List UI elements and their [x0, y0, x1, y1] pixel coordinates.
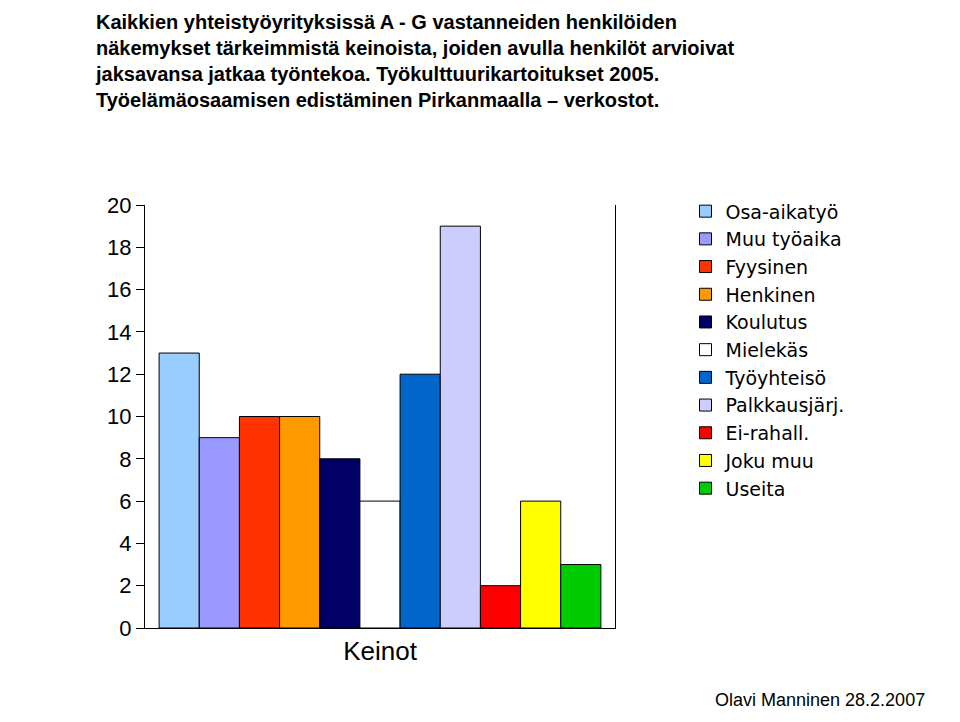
svg-text:Palkkausjärj.: Palkkausjärj.	[726, 394, 845, 416]
svg-text:12: 12	[107, 362, 131, 387]
svg-text:18: 18	[107, 235, 131, 260]
svg-text:2: 2	[119, 573, 131, 598]
svg-text:0: 0	[119, 616, 131, 641]
svg-text:20: 20	[107, 193, 131, 218]
svg-text:Osa-aikatyö: Osa-aikatyö	[726, 201, 839, 223]
svg-text:Koulutus: Koulutus	[726, 311, 808, 333]
svg-text:Joku muu: Joku muu	[725, 450, 814, 472]
svg-text:Henkinen: Henkinen	[726, 284, 816, 306]
svg-text:Kaikkien yhteistyöyrityksissä: Kaikkien yhteistyöyrityksissä A - G vast…	[95, 11, 734, 111]
svg-text:Ei-rahall.: Ei-rahall.	[726, 422, 810, 444]
svg-text:Olavi Manninen 28.2.2007: Olavi Manninen 28.2.2007	[715, 690, 925, 710]
svg-text:16: 16	[107, 277, 131, 302]
svg-text:8: 8	[119, 447, 131, 472]
svg-text:Muu työaika: Muu työaika	[726, 228, 842, 250]
svg-text:Mielekäs: Mielekäs	[726, 339, 809, 361]
svg-text:4: 4	[119, 531, 131, 556]
svg-text:Fyysinen: Fyysinen	[726, 256, 809, 278]
svg-text:10: 10	[107, 404, 131, 429]
svg-text:Keinot: Keinot	[343, 636, 417, 666]
svg-text:Useita: Useita	[726, 478, 786, 500]
svg-text:14: 14	[107, 320, 131, 345]
svg-text:6: 6	[119, 489, 131, 514]
svg-text:Työyhteisö: Työyhteisö	[725, 367, 827, 389]
